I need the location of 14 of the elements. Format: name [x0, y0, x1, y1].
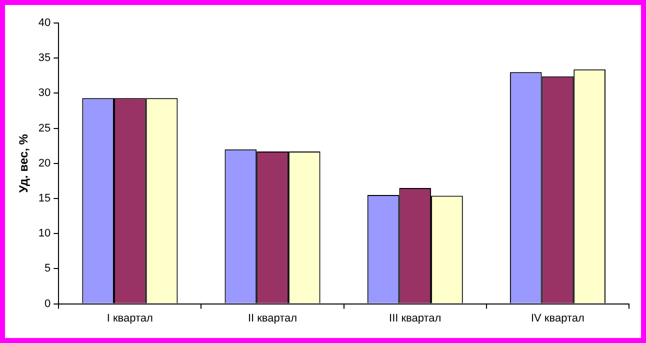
y-tick-label: 20: [38, 157, 51, 170]
y-tick-label: 0: [44, 298, 51, 310]
y-axis-title: Уд. вес, %: [16, 134, 31, 193]
y-tick-label: 15: [38, 192, 51, 205]
y-tick-label: 5: [44, 262, 51, 275]
x-tick-label: IV квартал: [530, 312, 584, 324]
y-tick-label: 30: [38, 87, 51, 100]
y-tick-label: 25: [38, 122, 51, 134]
y-tick-label: 10: [38, 228, 51, 240]
y-tick-label: 40: [38, 17, 51, 30]
x-tick-label: II квартал: [248, 312, 298, 324]
x-tick-label: III квартал: [389, 312, 442, 324]
x-tick-label: I квартал: [106, 312, 153, 324]
y-tick-label: 35: [38, 52, 51, 64]
